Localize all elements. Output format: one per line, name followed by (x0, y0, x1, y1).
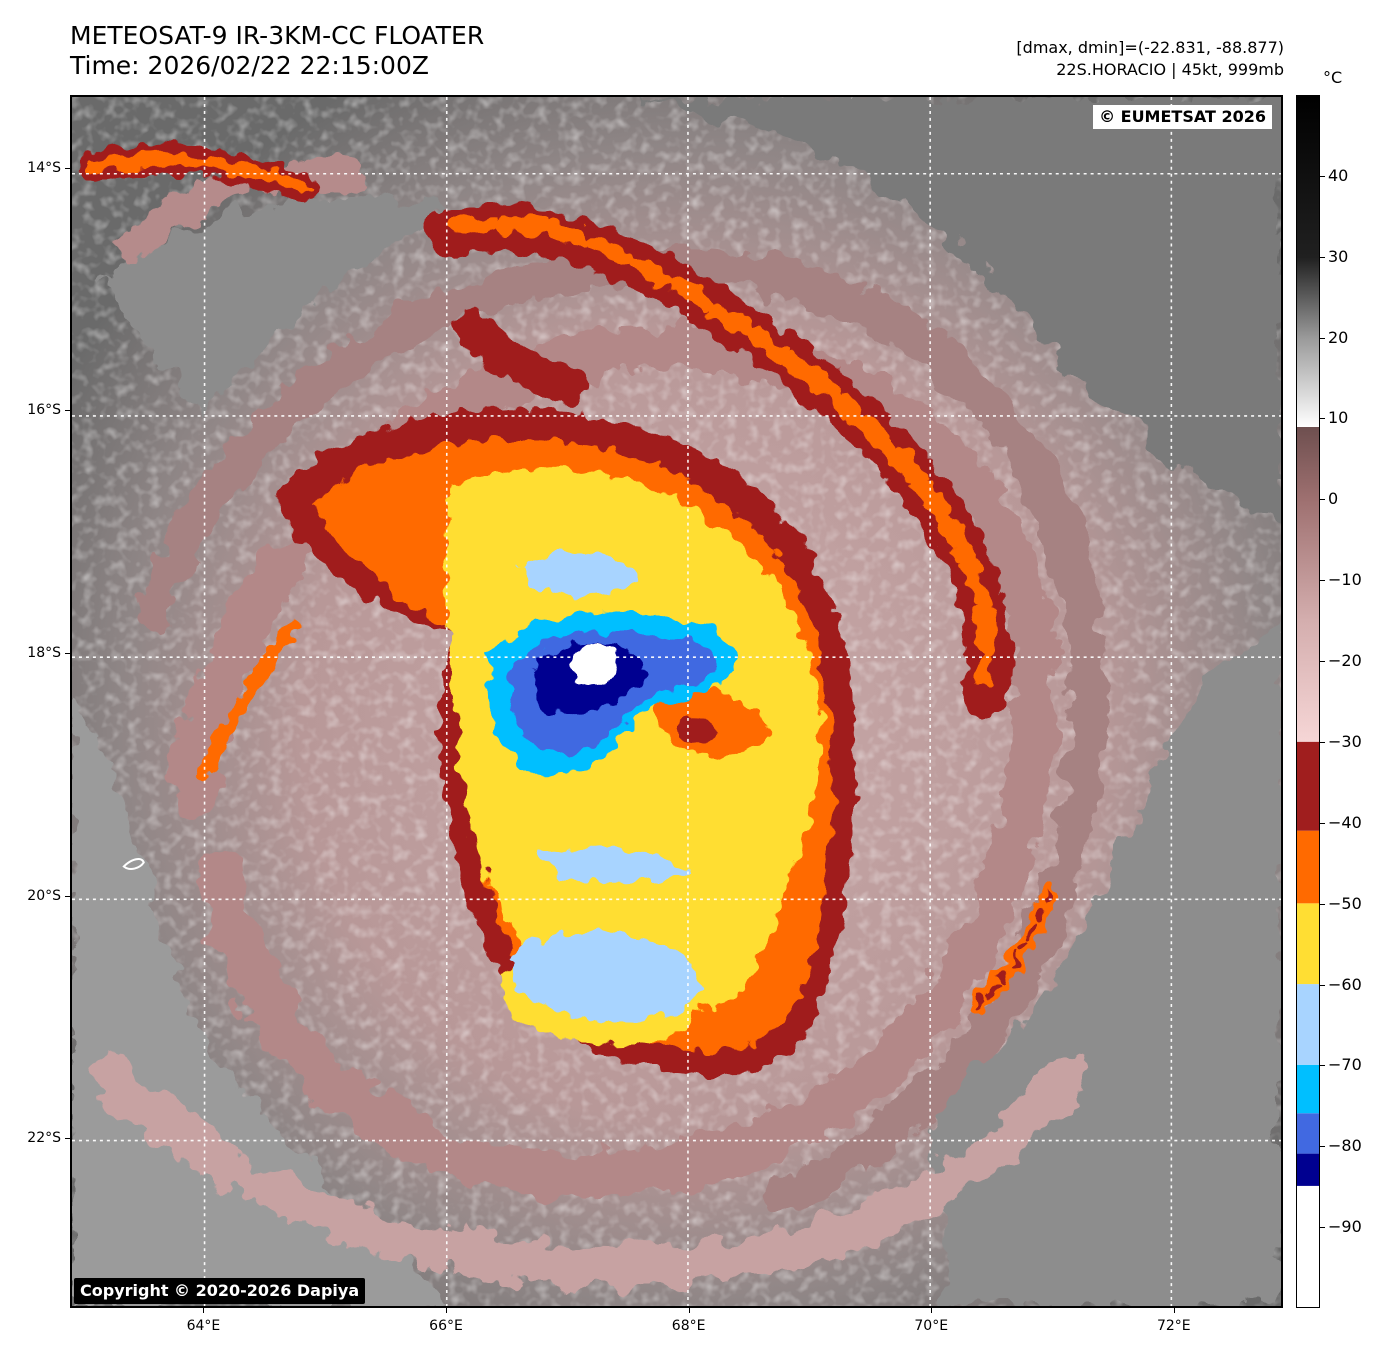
lon-label: 70°E (914, 1318, 949, 1334)
colorbar-tick-mark (1320, 661, 1325, 663)
colorbar-tick-mark (1320, 1065, 1325, 1067)
satellite-imagery (72, 97, 1281, 1306)
lat-label: 18°S (27, 644, 61, 661)
colorbar-tick-label: 20 (1328, 327, 1349, 347)
lon-tick (688, 1308, 690, 1313)
colorbar-band (1297, 741, 1319, 831)
colorbar-gradient (1297, 96, 1319, 742)
lat-tick (65, 652, 70, 654)
eumetsat-watermark: © EUMETSAT 2026 (1093, 105, 1272, 129)
chart-title: METEOSAT-9 IR-3KM-CC FLOATER (70, 21, 485, 50)
lat-tick (65, 895, 70, 897)
colorbar-tick-label: 30 (1328, 246, 1349, 266)
data-range-info: [dmax, dmin]=(-22.831, -88.877) (1016, 38, 1284, 57)
colorbar-band (1297, 903, 1319, 985)
colorbar-tick-mark (1320, 418, 1325, 420)
colorbar-tick-mark (1320, 337, 1325, 339)
colorbar-band (1297, 1064, 1319, 1114)
colorbar-tick-label: 10 (1328, 408, 1349, 428)
colorbar-band (1297, 1153, 1319, 1186)
colorbar-band (1297, 1185, 1319, 1307)
lon-label: 66°E (429, 1318, 463, 1334)
storm-info: 22S.HORACIO | 45kt, 999mb (1056, 60, 1284, 79)
colorbar-band (1297, 984, 1319, 1065)
lat-tick (65, 410, 70, 412)
lat-tick (65, 1138, 70, 1140)
colorbar-tick-label: 0 (1328, 489, 1339, 509)
lon-tick (203, 1308, 205, 1313)
colorbar-tick-label: −80 (1328, 1136, 1362, 1156)
colorbar-tick-mark (1320, 903, 1325, 905)
colorbar-tick-mark (1320, 175, 1325, 177)
lat-label: 14°S (27, 159, 61, 176)
chart-time: Time: 2026/02/22 22:15:00Z (70, 51, 429, 80)
colorbar-tick-label: −50 (1328, 893, 1362, 913)
colorbar-tick-label: −30 (1328, 731, 1362, 751)
colorbar-tick-label: −10 (1328, 570, 1362, 590)
island-outline (122, 858, 145, 870)
lon-tick (446, 1308, 448, 1313)
lon-label: 72°E (1156, 1318, 1191, 1334)
lon-tick (931, 1308, 933, 1313)
colorbar-band (1297, 1113, 1319, 1154)
colorbar-tick-label: −60 (1328, 974, 1362, 994)
lon-label: 68°E (671, 1318, 706, 1334)
colorbar-band (1297, 830, 1319, 904)
lat-label: 22°S (27, 1130, 61, 1147)
lat-label: 20°S (27, 887, 61, 904)
colorbar-tick-mark (1320, 984, 1325, 986)
colorbar-scale (1297, 96, 1319, 1307)
colorbar-tick-label: −40 (1328, 812, 1362, 832)
colorbar (1296, 95, 1320, 1308)
dapiya-copyright: Copyright © 2020-2026 Dapiya (74, 1278, 366, 1304)
lat-label: 16°S (27, 402, 61, 419)
colorbar-tick-label: −20 (1328, 651, 1362, 671)
colorbar-tick-mark (1320, 580, 1325, 582)
colorbar-tick-mark (1320, 822, 1325, 824)
colorbar-tick-mark (1320, 1146, 1325, 1148)
colorbar-tick-label: 40 (1328, 165, 1349, 185)
colorbar-tick-mark (1320, 499, 1325, 501)
satellite-map: © EUMETSAT 2026 Copyright © 2020-2026 Da… (70, 95, 1283, 1308)
lat-tick (65, 167, 70, 169)
lon-label: 64°E (186, 1318, 221, 1334)
lon-tick (1173, 1308, 1175, 1313)
colorbar-tick-label: −90 (1328, 1217, 1362, 1237)
colorbar-tick-label: −70 (1328, 1055, 1362, 1075)
colorbar-tick-mark (1320, 256, 1325, 258)
colorbar-tick-mark (1320, 741, 1325, 743)
colorbar-unit: °C (1323, 68, 1343, 87)
colorbar-tick-mark (1320, 1227, 1325, 1229)
